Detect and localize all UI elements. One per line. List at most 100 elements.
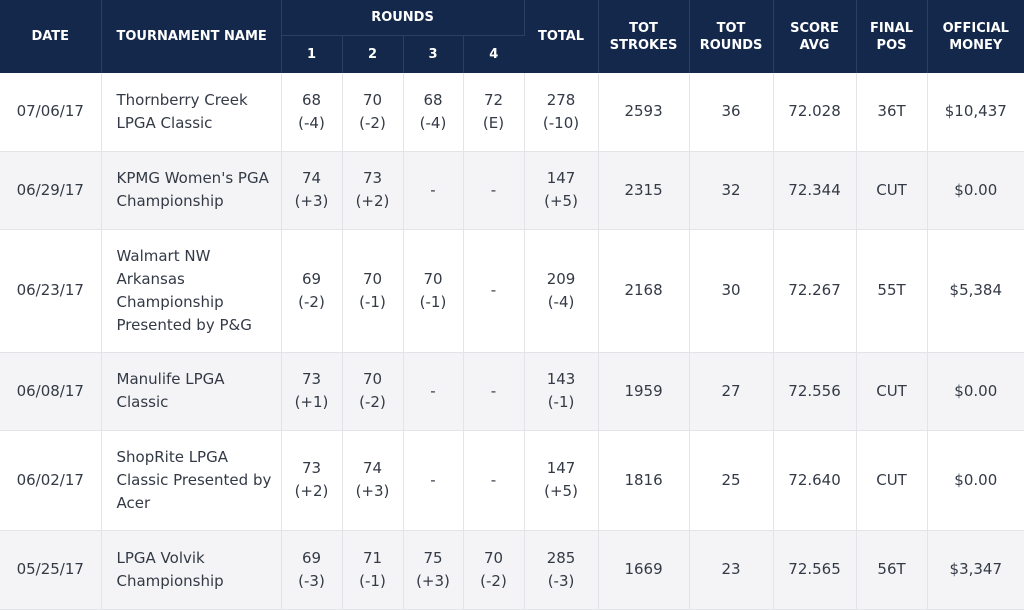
date-cell: 06/02/17 xyxy=(0,430,102,531)
header-round-1[interactable]: 1 xyxy=(281,35,343,73)
tournament-name-line: Manulife LPGA xyxy=(116,370,225,388)
tournament-name-line: Arkansas xyxy=(116,269,185,288)
date-cell: 07/06/17 xyxy=(0,73,102,152)
r2-score: 70 xyxy=(362,90,383,109)
header-tot-strokes-line1: TOT xyxy=(629,20,658,36)
official-money-cell: $0.00 xyxy=(927,430,1024,531)
r1-score: 73 xyxy=(301,370,322,388)
r3-to-par: (-4) xyxy=(419,113,447,132)
table-row[interactable]: 07/06/17 Thornberry Creek LPGA Classic 68 (-… xyxy=(0,73,1024,152)
round-4-cell: - xyxy=(463,229,525,353)
tournament-name-line: LPGA Volvik xyxy=(116,548,205,567)
r1-score: 73 xyxy=(301,459,322,477)
header-tot-strokes[interactable]: TOT STROKES xyxy=(598,0,690,73)
tournament-name-line: Walmart NW xyxy=(116,246,211,265)
r4-to-par: (-2) xyxy=(480,571,507,590)
tot-strokes-cell: 2593 xyxy=(598,73,690,152)
r1-score: 68 xyxy=(301,90,322,109)
tournament-name-line: LPGA Classic xyxy=(116,113,213,132)
total-cell: 147 (+5) xyxy=(524,430,599,531)
total-cell: 278 (-10) xyxy=(524,73,599,152)
tournament-name-cell[interactable]: LPGA Volvik Championship xyxy=(101,530,282,610)
table-row[interactable]: 06/02/17 ShopRite LPGA Classic Presented b… xyxy=(0,430,1024,531)
r2-score: 74 xyxy=(362,459,383,477)
r4-to-par: (E) xyxy=(482,113,505,132)
table-header: DATE TOURNAMENT NAME ROUNDS TOTAL TOT ST… xyxy=(0,0,1024,73)
official-money-cell: $5,384 xyxy=(927,229,1024,353)
r4-score: - xyxy=(490,470,497,489)
r2-to-par: (-2) xyxy=(359,393,386,411)
header-total[interactable]: TOTAL xyxy=(524,0,599,73)
total-cell: 285 (-3) xyxy=(524,530,599,610)
total-to-par: (-1) xyxy=(547,393,575,411)
r2-to-par: (-2) xyxy=(359,113,386,132)
r2-to-par: (+3) xyxy=(355,482,390,500)
tot-strokes-cell: 1816 xyxy=(598,430,690,531)
tournament-name-cell[interactable]: KPMG Women's PGA Championship xyxy=(101,151,282,230)
header-final-pos-line2: POS xyxy=(876,37,907,53)
total-to-par: (+5) xyxy=(544,482,578,500)
header-tournament-name[interactable]: TOURNAMENT NAME xyxy=(101,0,282,73)
official-money-cell: $0.00 xyxy=(927,352,1024,431)
header-official-money-line1: OFFICIAL xyxy=(942,20,1009,36)
tournament-name-cell[interactable]: ShopRite LPGA Classic Presented by Acer xyxy=(101,430,282,531)
round-3-cell: 68 (-4) xyxy=(403,73,464,152)
r1-to-par: (-4) xyxy=(298,113,325,132)
total-score: 143 xyxy=(546,370,576,388)
round-4-cell: - xyxy=(463,151,525,230)
r3-score: 75 xyxy=(423,548,443,567)
header-rounds: ROUNDS xyxy=(281,0,525,36)
header-final-pos[interactable]: FINAL POS xyxy=(856,0,928,73)
header-score-avg-line1: SCORE xyxy=(790,20,839,36)
r1-to-par: (-3) xyxy=(298,571,325,590)
header-round-4[interactable]: 4 xyxy=(463,35,525,73)
header-date[interactable]: DATE xyxy=(0,0,102,73)
tournament-name-line: ShopRite LPGA xyxy=(116,447,228,466)
header-score-avg[interactable]: SCORE AVG xyxy=(773,0,857,73)
round-2-cell: 70 (-1) xyxy=(342,229,404,353)
tournament-name-line: Thornberry Creek xyxy=(116,90,248,109)
tournament-name-cell[interactable]: Thornberry Creek LPGA Classic xyxy=(101,73,282,152)
table-row[interactable]: 06/23/17 Walmart NW Arkansas Championship Pr… xyxy=(0,229,1024,353)
header-official-money[interactable]: OFFICIAL MONEY xyxy=(927,0,1024,73)
tournament-name-line: Championship xyxy=(116,571,224,590)
tot-rounds-cell: 27 xyxy=(689,352,774,431)
round-3-cell: 75 (+3) xyxy=(403,530,464,610)
round-2-cell: 74 (+3) xyxy=(342,430,404,531)
score-avg-cell: 72.344 xyxy=(773,151,857,230)
final-pos-cell: CUT xyxy=(856,430,928,531)
official-money-cell: $3,347 xyxy=(927,530,1024,610)
date-cell: 05/25/17 xyxy=(0,530,102,610)
header-round-3[interactable]: 3 xyxy=(403,35,464,73)
total-score: 147 xyxy=(546,169,576,187)
tournament-name-cell[interactable]: Walmart NW Arkansas Championship Presented … xyxy=(101,229,282,353)
round-3-cell: - xyxy=(403,151,464,230)
score-avg-cell: 72.028 xyxy=(773,73,857,152)
tot-rounds-cell: 36 xyxy=(689,73,774,152)
table-row[interactable]: 05/25/17 LPGA Volvik Championship 69 (-3) 71 (… xyxy=(0,530,1024,610)
r3-to-par: (+3) xyxy=(416,571,450,590)
r3-score: - xyxy=(430,381,436,400)
table-row[interactable]: 06/08/17 Manulife LPGA Classic 73 (+1) 70 (-2)… xyxy=(0,352,1024,431)
round-1-cell: 69 (-2) xyxy=(281,229,343,353)
r1-to-par: (+2) xyxy=(294,482,329,500)
final-pos-cell: 55T xyxy=(856,229,928,353)
table-row[interactable]: 06/29/17 KPMG Women's PGA Championship 74 (+… xyxy=(0,151,1024,230)
round-3-cell: - xyxy=(403,352,464,431)
r3-score: 70 xyxy=(423,269,443,288)
round-4-cell: 70 (-2) xyxy=(463,530,525,610)
tot-strokes-cell: 2315 xyxy=(598,151,690,230)
r2-to-par: (-1) xyxy=(359,571,386,590)
score-avg-cell: 72.640 xyxy=(773,430,857,531)
round-2-cell: 70 (-2) xyxy=(342,352,404,431)
official-money-cell: $0.00 xyxy=(927,151,1024,230)
header-round-2[interactable]: 2 xyxy=(342,35,404,73)
r4-score: - xyxy=(490,180,497,199)
final-pos-cell: CUT xyxy=(856,151,928,230)
tournament-name-line: Classic Presented by xyxy=(116,470,272,489)
tournament-name-cell[interactable]: Manulife LPGA Classic xyxy=(101,352,282,431)
official-money-cell: $10,437 xyxy=(927,73,1024,152)
header-tot-rounds[interactable]: TOT ROUNDS xyxy=(689,0,774,73)
r1-score: 74 xyxy=(301,169,322,187)
r2-score: 70 xyxy=(362,370,383,388)
